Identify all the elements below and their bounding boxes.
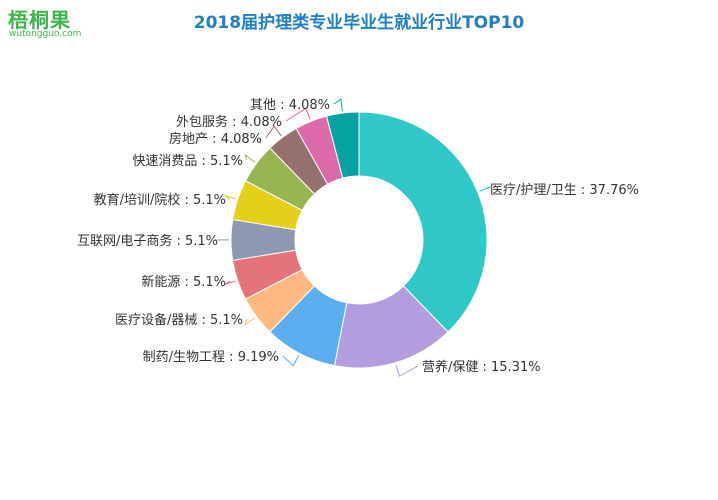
slice-label-5: 互联网/电子商务 : 5.1%	[77, 233, 218, 249]
slice-label-8: 房地产 : 4.08%	[169, 131, 262, 147]
slice-label-9: 外包服务 : 4.08%	[176, 114, 282, 130]
leader-line-1	[395, 364, 419, 377]
chart-title: 2018届护理类专业毕业生就业行业TOP10	[193, 13, 525, 33]
slice-0[interactable]	[358, 111, 488, 333]
slice-label-7: 快速消费品 : 5.1%	[132, 154, 243, 169]
slice-label-10: 其他 : 4.08%	[250, 98, 330, 113]
leader-line-4	[223, 280, 236, 286]
leader-line-6	[223, 194, 236, 200]
logo-name: 梧桐果	[8, 8, 71, 32]
leader-line-7	[244, 153, 256, 163]
slice-10[interactable]	[325, 111, 360, 179]
labels-group: 医疗/护理/卫生 : 37.76% 营养/保健 : 15.31% 制药/生物工程 :…	[77, 98, 639, 375]
leader-line-3	[244, 317, 256, 327]
slice-label-2: 制药/生物工程 : 9.19%	[143, 350, 279, 365]
slice-label-0: 医疗/护理/卫生 : 37.76%	[490, 183, 639, 198]
leader-line-2	[282, 354, 300, 367]
slice-label-3: 医疗设备/器械 : 5.1%	[115, 312, 243, 328]
leader-line-8	[265, 125, 282, 139]
slice-label-1: 营养/保健 : 15.31%	[422, 359, 541, 375]
logo-url: wutongguo.com	[9, 29, 82, 39]
leader-line-10	[333, 98, 343, 112]
leader-line-0	[479, 186, 491, 192]
slice-label-4: 新能源 : 5.1%	[141, 274, 226, 290]
slices-group	[230, 111, 488, 369]
slice-label-6: 教育/培训/院校 : 5.1%	[94, 192, 226, 208]
leader-line-9	[285, 107, 311, 122]
leader-lines-group	[216, 98, 491, 377]
brand-logo: 梧桐果 wutongguo.com	[8, 4, 118, 44]
